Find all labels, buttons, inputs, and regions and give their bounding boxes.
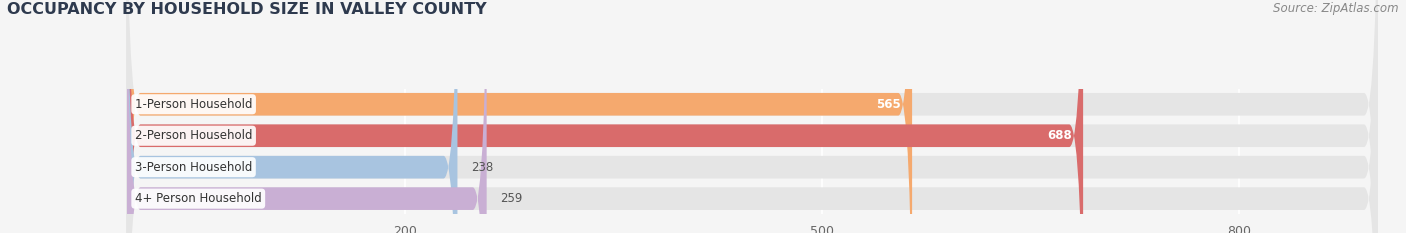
FancyBboxPatch shape	[127, 0, 1378, 233]
FancyBboxPatch shape	[127, 0, 1378, 233]
Text: 2-Person Household: 2-Person Household	[135, 129, 253, 142]
FancyBboxPatch shape	[127, 0, 486, 233]
FancyBboxPatch shape	[127, 0, 457, 233]
FancyBboxPatch shape	[127, 0, 1378, 233]
Text: 4+ Person Household: 4+ Person Household	[135, 192, 262, 205]
Text: 688: 688	[1047, 129, 1071, 142]
Text: Source: ZipAtlas.com: Source: ZipAtlas.com	[1274, 2, 1399, 15]
FancyBboxPatch shape	[127, 0, 1083, 233]
Text: OCCUPANCY BY HOUSEHOLD SIZE IN VALLEY COUNTY: OCCUPANCY BY HOUSEHOLD SIZE IN VALLEY CO…	[7, 2, 486, 17]
FancyBboxPatch shape	[127, 0, 1378, 233]
Text: 259: 259	[501, 192, 523, 205]
Text: 1-Person Household: 1-Person Household	[135, 98, 253, 111]
Text: 238: 238	[471, 161, 494, 174]
Text: 3-Person Household: 3-Person Household	[135, 161, 252, 174]
FancyBboxPatch shape	[127, 0, 912, 233]
Text: 565: 565	[876, 98, 901, 111]
